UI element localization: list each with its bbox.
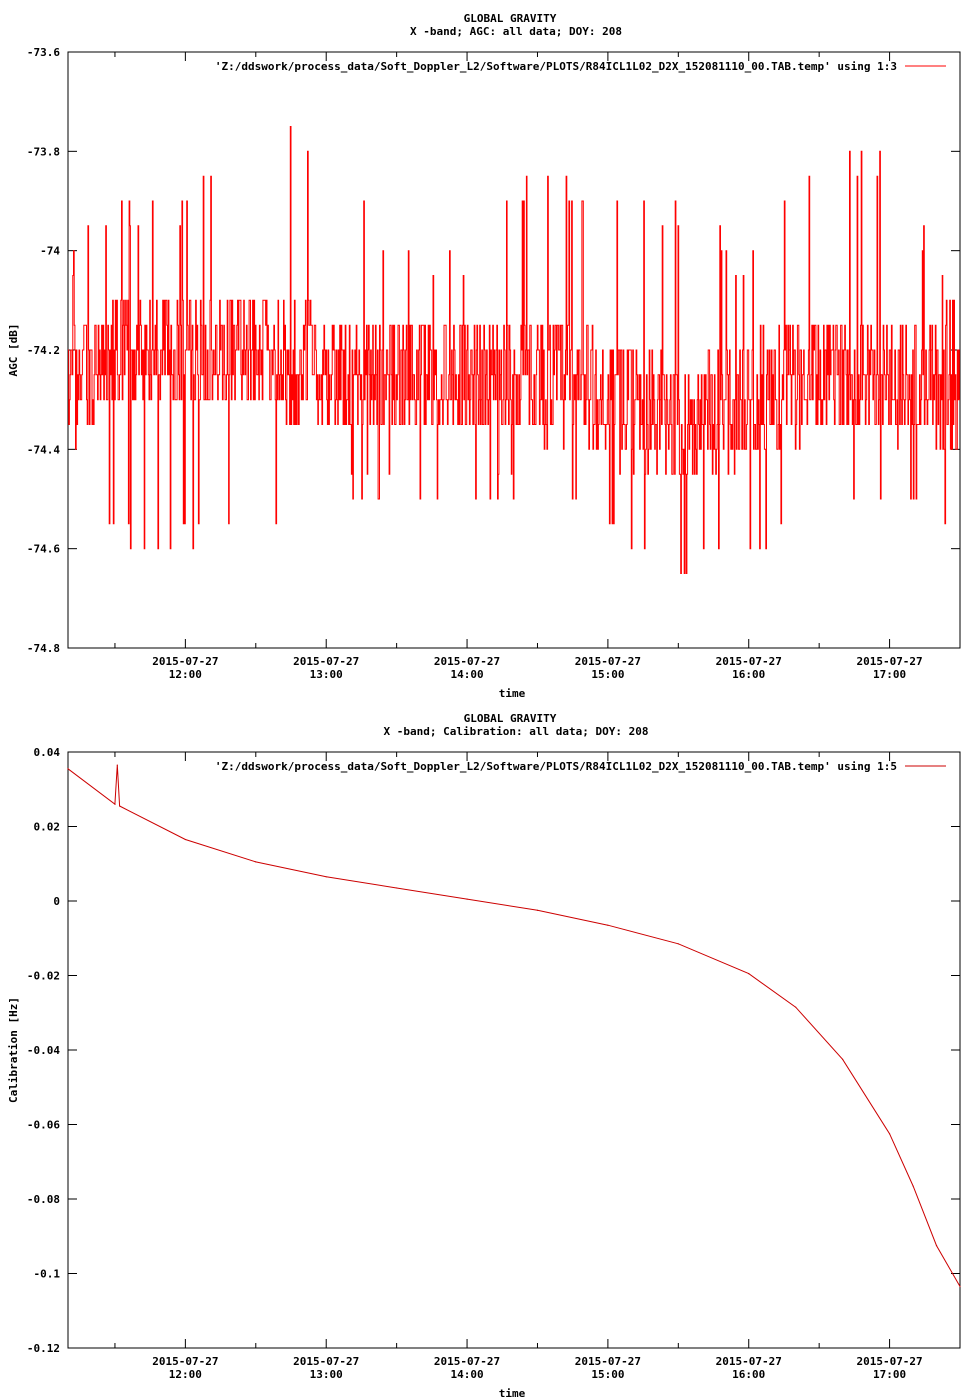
calibration-data-point — [959, 1285, 961, 1288]
calibration-data-point — [114, 803, 116, 805]
agc-x-tick-label-date: 2015-07-27 — [152, 655, 218, 668]
calibration-y-axis-label: Calibration [Hz] — [7, 997, 20, 1103]
calibration-chart-title: GLOBAL GRAVITY — [464, 712, 557, 725]
calibration-data-point — [607, 924, 609, 926]
agc-series-line — [68, 126, 960, 574]
calibration-chart-subtitle: X -band; Calibration: all data; DOY: 208 — [384, 725, 649, 738]
agc-y-axis-label: AGC [dB] — [7, 324, 20, 377]
agc-x-tick-label-time: 17:00 — [873, 668, 906, 681]
calibration-x-tick-label-time: 14:00 — [450, 1368, 483, 1381]
calibration-data-point — [255, 861, 257, 863]
agc-chart-subtitle: X -band; AGC: all data; DOY: 208 — [410, 25, 622, 38]
calibration-y-tick-label: 0 — [53, 895, 60, 908]
calibration-y-tick-label: -0.04 — [27, 1044, 60, 1057]
calibration-data-point — [677, 943, 679, 945]
calibration-data-point — [795, 1006, 797, 1008]
calibration-data-point — [536, 909, 539, 911]
calibration-y-tick-label: 0.02 — [34, 821, 61, 834]
agc-x-tick-label-time: 14:00 — [450, 668, 483, 681]
chart-calibration: GLOBAL GRAVITY X -band; Calibration: all … — [0, 700, 980, 1400]
calibration-y-tick-label: 0.04 — [34, 746, 61, 759]
agc-x-tick-label-time: 13:00 — [310, 668, 343, 681]
calibration-x-tick-label-time: 15:00 — [591, 1368, 624, 1381]
agc-y-tick-label: -74.6 — [27, 543, 60, 556]
calibration-data-point — [325, 876, 327, 878]
calibration-y-tick-label: -0.08 — [27, 1193, 60, 1206]
calibration-data-point — [888, 1133, 891, 1135]
agc-y-tick-label: -73.6 — [27, 46, 60, 59]
calibration-y-tick-label: -0.02 — [27, 970, 60, 983]
agc-x-tick-label-date: 2015-07-27 — [856, 655, 922, 668]
calibration-y-tick-label: -0.1 — [34, 1268, 61, 1281]
calibration-plot-frame — [67, 751, 961, 1349]
calibration-x-tick-label-date: 2015-07-27 — [575, 1355, 641, 1368]
agc-x-tick-label-date: 2015-07-27 — [575, 655, 641, 668]
calibration-data-point — [912, 1185, 914, 1187]
calibration-x-axis-label: time — [499, 1387, 526, 1400]
agc-y-tick-label: -74 — [40, 245, 60, 258]
calibration-data-point — [842, 1058, 844, 1060]
agc-y-tick-label: -74.8 — [27, 642, 60, 655]
calibration-data-point — [748, 973, 750, 975]
agc-x-tick-label-date: 2015-07-27 — [434, 655, 500, 668]
agc-x-tick-label-date: 2015-07-27 — [716, 655, 782, 668]
calibration-x-tick-label-time: 17:00 — [873, 1368, 906, 1381]
chart-agc: GLOBAL GRAVITY X -band; AGC: all data; DO… — [7, 12, 961, 700]
calibration-x-tick-label-date: 2015-07-27 — [293, 1355, 359, 1368]
calibration-data-point — [67, 768, 69, 770]
agc-y-tick-label: -74.2 — [27, 344, 60, 357]
agc-x-tick-label-time: 15:00 — [591, 668, 624, 681]
calibration-data-point — [116, 764, 118, 766]
agc-y-tick-label: -74.4 — [27, 443, 60, 456]
calibration-legend-label: 'Z:/ddswork/process_data/Soft_Doppler_L2… — [215, 760, 897, 773]
agc-x-tick-label-time: 16:00 — [732, 668, 765, 681]
calibration-x-tick-label-date: 2015-07-27 — [716, 1355, 782, 1368]
calibration-data-point — [396, 887, 398, 889]
agc-x-tick-label-date: 2015-07-27 — [293, 655, 359, 668]
agc-y-tick-label: -73.8 — [27, 145, 60, 158]
agc-chart-title: GLOBAL GRAVITY — [464, 12, 557, 25]
calibration-x-tick-label-time: 16:00 — [732, 1368, 765, 1381]
calibration-x-tick-label-date: 2015-07-27 — [434, 1355, 500, 1368]
calibration-y-tick-label: -0.12 — [27, 1342, 60, 1355]
agc-x-tick-label-time: 12:00 — [169, 668, 202, 681]
calibration-series-line — [67, 764, 961, 1287]
calibration-x-tick-label-date: 2015-07-27 — [152, 1355, 218, 1368]
calibration-x-tick-label-time: 12:00 — [169, 1368, 202, 1381]
calibration-data-point — [466, 898, 468, 900]
calibration-x-tick-label-time: 13:00 — [310, 1368, 343, 1381]
calibration-y-tick-label: -0.06 — [27, 1119, 60, 1132]
calibration-data-point — [935, 1244, 938, 1247]
agc-x-axis-label: time — [499, 687, 526, 700]
calibration-x-tick-label-date: 2015-07-27 — [856, 1355, 922, 1368]
calibration-data-point — [184, 838, 186, 841]
agc-legend-label: 'Z:/ddswork/process_data/Soft_Doppler_L2… — [215, 60, 897, 73]
calibration-data-point — [119, 805, 121, 807]
